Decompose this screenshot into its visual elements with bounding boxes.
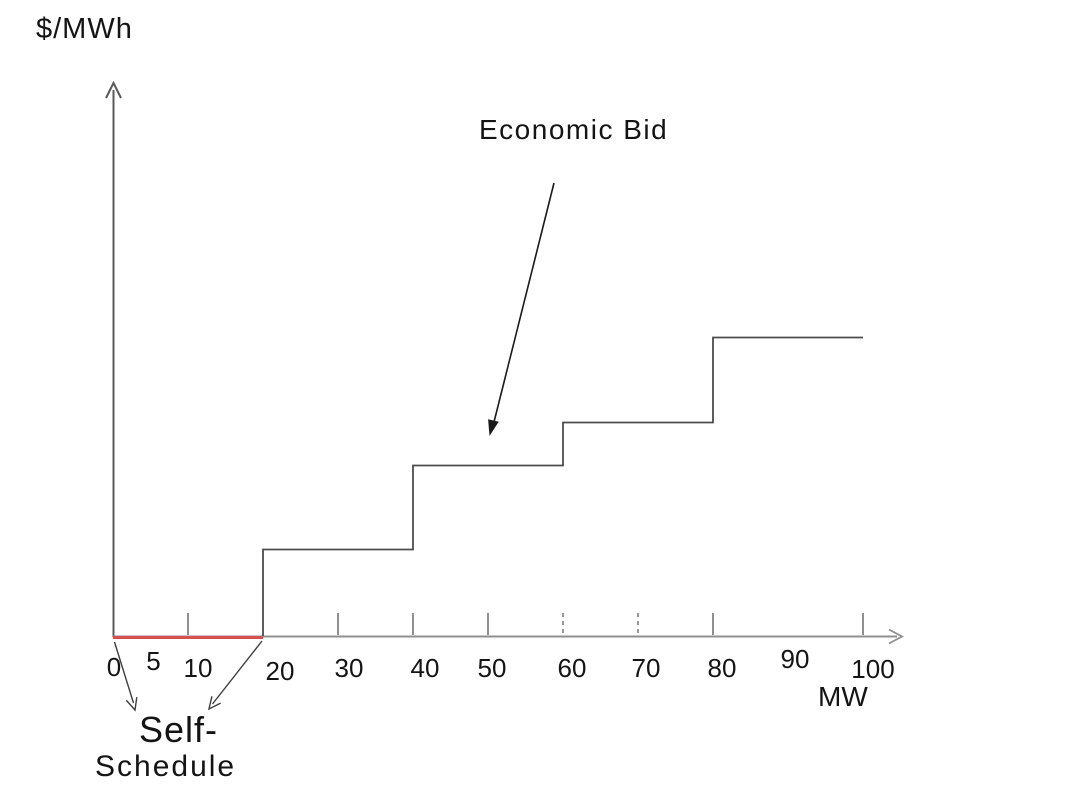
self-schedule-arrow-left	[113, 641, 138, 712]
self-schedule-arrowhead-left-icon	[125, 697, 138, 712]
self-schedule-arrow-right-line	[211, 640, 263, 705]
x-tick-label-0: 0	[106, 652, 122, 682]
x-axis-ticks	[187, 613, 864, 635]
x-tick-label-50: 50	[477, 653, 507, 683]
x-tick-label-5: 5	[146, 646, 161, 676]
x-tick-label-40: 40	[410, 653, 440, 683]
self-schedule-label-line2: Schedule	[95, 750, 237, 783]
economic-bid-arrowhead-icon	[488, 419, 499, 436]
x-tick-label-90: 90	[780, 644, 810, 674]
self-schedule-arrow-left-line	[113, 641, 135, 704]
economic-bid-arrow	[488, 182, 555, 436]
x-tick-label-100: 100	[851, 654, 895, 684]
self-schedule-label-line1: Self-	[139, 709, 219, 750]
x-tick-label-80: 80	[707, 653, 737, 683]
x-axis-unit-label: MW	[818, 681, 868, 712]
x-axis-arrowhead-icon	[888, 628, 904, 645]
economic-bid-step-curve	[262, 336, 863, 636]
x-tick-label-30: 30	[334, 653, 364, 683]
x-tick-label-20: 20	[265, 656, 295, 686]
economic-bid-arrow-line	[492, 182, 555, 425]
y-axis-unit-label: $/MWh	[36, 13, 133, 45]
x-tick-label-70: 70	[631, 653, 661, 683]
y-axis-arrowhead-icon	[105, 80, 122, 99]
x-tick-label-60: 60	[557, 653, 587, 683]
x-tick-label-10: 10	[183, 653, 213, 683]
self-schedule-arrow-right	[207, 640, 263, 711]
economic-bid-label: Economic Bid	[479, 114, 669, 145]
self-schedule-arrowhead-right-icon	[207, 696, 221, 711]
